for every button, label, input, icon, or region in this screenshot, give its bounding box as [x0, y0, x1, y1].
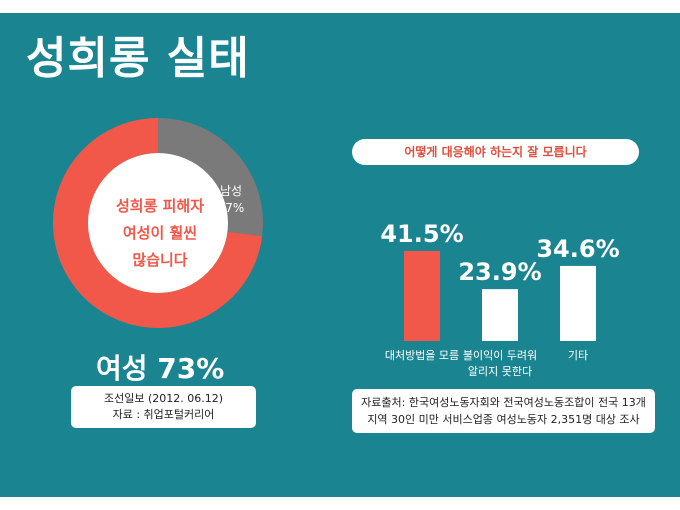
bar-value-label-0: 41.5% [380, 220, 463, 248]
page-title: 성희롱 실태 [26, 33, 250, 84]
bar-category-label-1-1: 알리지 못한다 [468, 364, 532, 378]
donut-chart [53, 118, 263, 328]
male-slice-label: 남성 27% [208, 183, 254, 217]
source-left-line-2: 자료 : 취업포털커리어 [112, 408, 215, 421]
donut-hole [88, 153, 228, 293]
bar-0 [404, 250, 440, 341]
center-line-3: 많습니다 [132, 251, 188, 269]
donut-center-text: 성희롱 피해자 여성이 훨씬 많습니다 [95, 193, 225, 274]
bar-value-label-1: 23.9% [458, 258, 541, 286]
center-line-1: 성희롱 피해자 [115, 197, 205, 215]
donut-slice-female [53, 118, 263, 328]
center-line-2: 여성이 훨씬 [122, 224, 198, 242]
male-label-value: 27% [217, 201, 245, 215]
source-right-line-2: 지역 30인 미만 서비스업종 여성노동자 2,351명 대상 조사 [367, 413, 640, 426]
source-left-line-1: 조선일보 (2012. 06.12) [103, 392, 224, 405]
source-box-left: 조선일보 (2012. 06.12) 자료 : 취업포털커리어 [71, 386, 256, 428]
bar-2 [560, 265, 596, 341]
source-right-line-1: 자료출처: 한국여성노동자회와 전국여성노동조합이 전국 13개 [361, 396, 646, 409]
male-label-text: 남성 [219, 184, 243, 198]
bar-category-label-0-0: 대처방법을 모름 [385, 349, 459, 362]
bar-category-label-2-0: 기타 [568, 349, 588, 362]
question-pill: 어떻게 대응해야 하는지 잘 모릅니다 [352, 139, 639, 165]
female-slice-label: 여성 73% [96, 352, 225, 385]
source-box-right: 자료출처: 한국여성노동자회와 전국여성노동조합이 전국 13개 지역 30인 … [352, 389, 655, 433]
bar-1 [482, 289, 518, 341]
bar-category-label-1-0: 불이익이 두려워 [463, 349, 537, 362]
donut-slice-male [158, 118, 263, 237]
bar-value-label-2: 34.6% [536, 235, 619, 263]
